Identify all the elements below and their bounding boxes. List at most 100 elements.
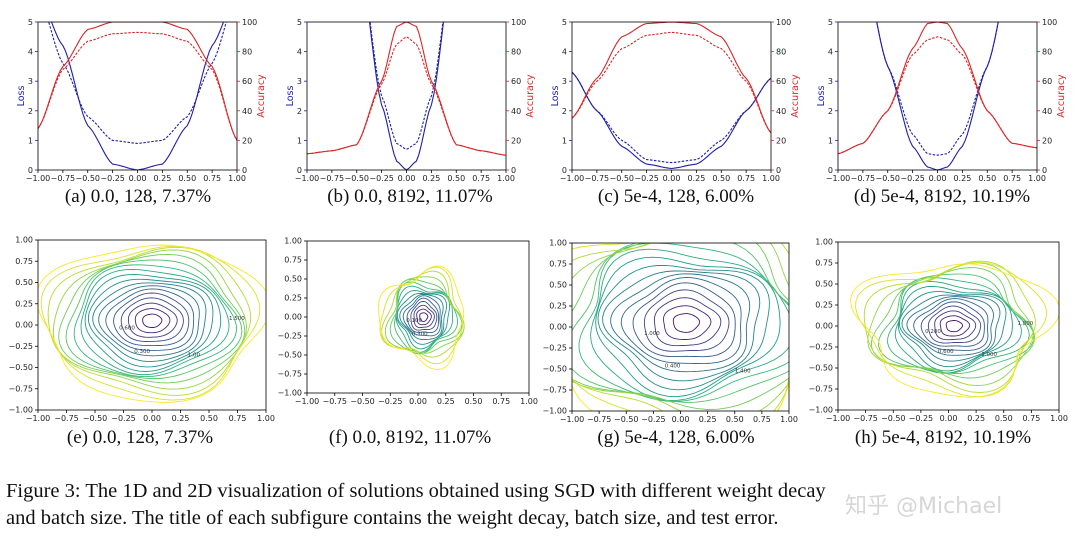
contour-level-h-2 [939,315,971,337]
accuracy-line-c-3 [572,31,771,134]
x-tick-label: 0.25 [967,414,985,423]
y-tick-label: 1 [28,136,33,145]
x-tick-label: 1.00 [780,415,798,424]
x-tick-label: 1.00 [520,397,538,406]
contour-level-h-6 [913,298,989,351]
caption-line-2: and batch size. The title of each subfig… [6,507,779,529]
contour-level-h-10 [897,285,1013,372]
contour-level-h-8 [901,294,1001,362]
y-tick-label: −1.00 [277,389,302,398]
x-tick-label: −1.00 [560,174,585,183]
plot-area-g: 1.000 0.400 1.400 2.200 3.000 [572,243,789,411]
contour-label: 0.400 [665,364,681,370]
y-right-tick-label: 0 [242,166,247,175]
y-right-tick-label: 20 [776,136,786,145]
y-tick-label: 2 [828,107,833,116]
x-tick-label: 0.50 [995,414,1013,423]
plot-area-h: 0.200 0.600 1.000 1.800 [849,260,1059,398]
loss-line-a-0 [50,22,225,170]
accuracy-line-d-3 [838,36,1037,155]
x-tick-label: −0.25 [378,397,403,406]
y-tick-label: 3 [28,77,33,86]
x-tick-label: −0.25 [111,414,136,423]
subfigure-f: 0.1000.300−1.00−0.75−0.50−0.250.000.250.… [277,237,537,449]
contour-level-h-13 [878,273,1035,374]
x-tick-label: −0.75 [851,174,876,183]
contour-level-f-12 [389,278,463,355]
x-tick-label: −0.25 [100,174,125,183]
contour-level-f-15 [379,266,464,365]
y-right-tick-label: 20 [242,136,252,145]
y-tick-label: −0.75 [808,385,833,394]
y-tick-label: −0.25 [542,344,567,353]
x-tick-label: −0.25 [369,174,394,183]
contour-level-h-11 [894,280,1022,374]
contour-level-e-11 [80,268,230,376]
y-tick-label: 1.00 [15,236,33,245]
y-tick-label: −0.75 [277,370,302,379]
contour-label: 0.200 [925,329,941,335]
contour-level-f-8 [396,292,448,345]
contour-level-f-6 [402,295,441,337]
x-tick-label: −1.00 [295,397,320,406]
contour-level-f-13 [384,276,465,354]
x-tick-label: −1.00 [26,174,51,183]
subfigure-title: (b) 0.0, 8192, 11.07% [327,186,493,207]
y-tick-label: −1.00 [808,406,833,415]
x-tick-label: 0.75 [203,174,221,183]
contour-level-g-14 [572,243,789,410]
y-right-tick-label: 100 [242,18,257,27]
contour-level-h-7 [906,296,994,356]
contour-label: 1.800 [1018,321,1034,327]
contour-level-g-15 [572,243,789,411]
contour-level-g-3 [653,297,722,347]
accuracy-line-b-3 [307,36,506,156]
contour-label: 1.000 [981,352,997,358]
contour-level-f-16 [377,265,465,371]
contour-level-g-9 [597,264,770,391]
x-tick-label: −0.75 [322,397,347,406]
loss-line-c-1 [572,71,771,164]
x-tick-label: 0.50 [726,415,744,424]
x-tick-label: −0.50 [614,415,639,424]
contour-level-g-4 [643,289,730,352]
axes-frame-b [306,21,507,171]
y-right-tick-label: 0 [511,166,516,175]
contour-level-e-5 [113,292,190,347]
contour-level-e-14 [58,253,246,384]
x-tick-label: −1.00 [295,174,320,183]
x-tick-label: 0.50 [178,174,196,183]
y-right-tick-label: 80 [776,48,786,57]
contour-level-e-2 [134,308,171,334]
x-tick-label: 0.50 [200,414,218,423]
y-right-tick-label: 60 [511,77,521,86]
contour-level-h-1 [945,320,963,333]
contour-level-f-3 [413,304,435,329]
contour-level-g-12 [578,243,789,402]
contour-level-h-18 [849,263,1059,398]
y-tick-label: 5 [297,18,302,27]
y-right-tick-label: 100 [776,18,791,27]
contour-level-e-7 [98,285,200,357]
x-tick-label: 0.75 [1003,174,1021,183]
y-tick-label: −0.25 [277,332,302,341]
x-tick-label: 1.00 [762,174,780,183]
contour-level-h-9 [898,291,1007,368]
y-tick-label: −1.00 [8,406,33,415]
subfigure-title: (f) 0.0, 8192, 11.07% [329,427,492,448]
y-tick-label: 0.75 [284,256,302,265]
x-tick-label: 0.25 [153,174,171,183]
y-right-tick-label: 80 [511,48,521,57]
x-tick-label: 0.00 [940,414,958,423]
y-tick-label: −0.50 [8,363,33,372]
y-tick-label: 0.25 [284,294,302,303]
y-tick-label: 1 [297,136,302,145]
y-tick-label: 0.25 [549,302,567,311]
y-tick-label: 5 [828,18,833,27]
contour-level-f-14 [381,270,465,358]
y-tick-label: 4 [28,48,33,57]
x-tick-label: 0.25 [422,174,440,183]
plot-area-f: 0.100 0.300 [377,265,465,371]
